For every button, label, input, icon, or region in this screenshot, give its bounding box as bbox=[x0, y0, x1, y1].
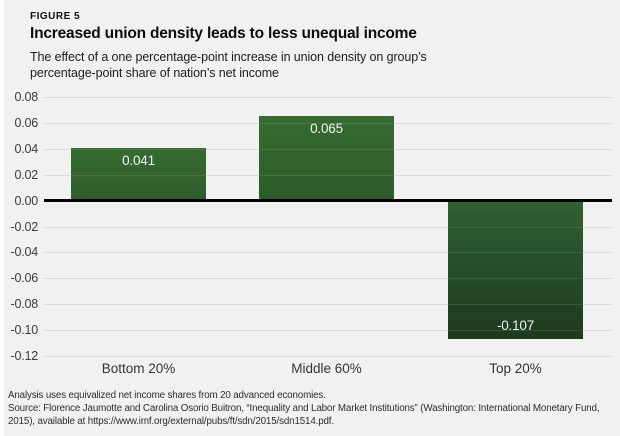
chart-notes: Analysis uses equivalized net income sha… bbox=[8, 389, 600, 428]
source-note-line-1: Source: Florence Jaumotte and Carolina O… bbox=[8, 403, 600, 414]
gridline-overlay bbox=[44, 330, 612, 332]
bar-top-20: -0.107 bbox=[448, 202, 583, 340]
gridline-overlay bbox=[44, 122, 612, 124]
gridline-overlay bbox=[44, 174, 612, 176]
gridline-overlay bbox=[44, 226, 612, 228]
gridline-overlay bbox=[44, 278, 612, 280]
gridline bbox=[44, 304, 612, 306]
gridline-overlay bbox=[44, 148, 612, 150]
gridline-overlay bbox=[44, 97, 612, 98]
bar-bottom-20: 0.041 bbox=[71, 147, 206, 201]
chart-subtitle-line-1: The effect of a one percentage-point inc… bbox=[30, 50, 427, 64]
gridline-overlay bbox=[44, 356, 612, 357]
gridline-overlay bbox=[44, 252, 612, 254]
y-axis-tick-label: 0.02 bbox=[14, 167, 38, 182]
gridline bbox=[44, 356, 612, 357]
gridline bbox=[44, 278, 612, 280]
chart-subtitle-line-2: percentage-point share of nation’s net i… bbox=[30, 66, 279, 80]
source-note-line-2: 2015), available at https://www.imf.org/… bbox=[8, 416, 334, 427]
x-axis-tick-label: Bottom 20% bbox=[101, 361, 176, 376]
bar-value-label: 0.041 bbox=[122, 152, 155, 168]
gridline-overlay bbox=[44, 304, 612, 306]
page-left-margin bbox=[0, 0, 4, 436]
y-axis-tick-label: -0.12 bbox=[10, 349, 39, 363]
y-axis-tick-label: -0.10 bbox=[10, 323, 39, 338]
y-axis-tick-label: 0.08 bbox=[14, 90, 38, 104]
zero-baseline bbox=[44, 199, 612, 202]
x-axis-tick-label: Top 20% bbox=[489, 361, 542, 376]
gridline bbox=[44, 330, 612, 332]
y-axis-tick-label: -0.08 bbox=[10, 297, 39, 312]
x-axis-tick-label: Middle 60% bbox=[291, 361, 362, 376]
bar-value-label: 0.065 bbox=[310, 121, 343, 137]
gridline bbox=[44, 97, 612, 98]
chart-subtitle: The effect of a one percentage-point inc… bbox=[30, 49, 427, 81]
y-axis-tick-label: 0.04 bbox=[14, 141, 38, 156]
y-axis-tick-label: 0.06 bbox=[14, 115, 38, 130]
gridline bbox=[44, 226, 612, 228]
analysis-note: Analysis uses equivalized net income sha… bbox=[8, 390, 326, 401]
y-axis-tick-label: -0.06 bbox=[10, 271, 39, 286]
chart-title: Increased union density leads to less un… bbox=[30, 25, 417, 42]
figure-number-label: FIGURE 5 bbox=[30, 11, 81, 22]
bar-middle-60: 0.065 bbox=[259, 116, 394, 201]
y-axis-tick-label: 0.00 bbox=[14, 193, 38, 208]
y-axis-tick-label: -0.04 bbox=[10, 245, 39, 260]
bar-value-label: -0.107 bbox=[496, 318, 535, 334]
y-axis-tick-label: -0.02 bbox=[10, 219, 39, 234]
gridline bbox=[44, 252, 612, 254]
